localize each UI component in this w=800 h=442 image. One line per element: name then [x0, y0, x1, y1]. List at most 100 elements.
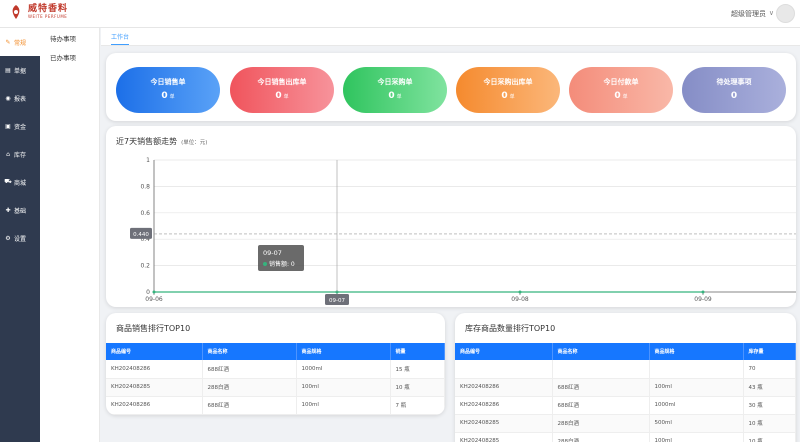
stock-ranking-card: 库存商品数量排行TOP10 商品编号 商品名称 商品规格 库存量 70 KH20…	[455, 313, 796, 442]
tooltip-series-marker	[263, 262, 267, 266]
logo[interactable]: 威特香料 WEITE PERFUME	[8, 4, 68, 20]
y-tick-label: 0.8	[140, 183, 150, 190]
sidebar-item-label: 常规	[14, 39, 27, 47]
data-point	[152, 290, 156, 294]
chart-unit: (单位：元)	[181, 140, 208, 146]
table-row[interactable]: KH202408286 688红酒 100ml 7 瓶	[106, 396, 445, 415]
submenu-item-done[interactable]: 已办事项	[50, 54, 76, 62]
sidebar-item-mall[interactable]: ⛟ 商城	[0, 168, 40, 196]
table-row[interactable]: KH202408286 688红酒 100ml 43 瓶	[455, 378, 796, 397]
column-header[interactable]: 商品名称	[202, 343, 297, 360]
stat-unit: 单	[283, 94, 289, 100]
stat-unit: 单	[622, 94, 628, 100]
column-header[interactable]: 商品名称	[552, 343, 650, 360]
report-icon: ◉	[5, 94, 11, 102]
sales-trend-chart[interactable]: 0 0.2 0.4 0.6 0.8 1 09-06 09-07 09-08 09-09 0.440 0…	[106, 126, 796, 307]
data-point	[518, 290, 522, 294]
stat-value: 0	[275, 91, 282, 101]
cell: 10 瓶	[390, 378, 445, 397]
cell: 288白酒	[552, 414, 650, 433]
column-header[interactable]: 商品编号	[106, 343, 203, 360]
data-point	[701, 290, 705, 294]
stat-label: 待处理事项	[716, 78, 752, 86]
cell: 100ml	[649, 378, 744, 397]
cell: 10 瓶	[743, 432, 796, 442]
column-header[interactable]: 商品规格	[649, 343, 744, 360]
stock-ranking-table: 商品编号 商品名称 商品规格 库存量 70 KH202408286 688红酒 …	[455, 343, 796, 442]
cart-icon: ⛟	[4, 178, 12, 185]
wallet-icon: ▣	[5, 122, 11, 130]
x-tick-label: 09-08	[511, 296, 529, 303]
submenu: 待办事项 已办事项	[40, 28, 100, 442]
sidebar-item-reports[interactable]: ◉ 报表	[0, 84, 40, 112]
tab-bar: 工作台	[101, 28, 800, 46]
table-row[interactable]: 70	[455, 360, 796, 379]
chart-title: 近7天销售额走势	[116, 137, 178, 146]
pencil-icon: ✎	[5, 38, 11, 46]
cell: KH202408285	[106, 378, 203, 397]
sidebar: ✎ 常规 ▤ 单据 ◉ 报表 ▣ 资金 ⌂ 库存 ⛟ 商城 ✚ 基础 ⚙ 设置	[0, 28, 40, 442]
chevron-down-icon[interactable]: ∨	[768, 9, 774, 17]
stat-label: 今日销售出库单	[257, 78, 307, 86]
cell: 1000ml	[296, 360, 391, 379]
column-header[interactable]: 销量	[390, 343, 445, 360]
table-row[interactable]: KH202408286 688红酒 1000ml 30 瓶	[455, 396, 796, 415]
sidebar-item-documents[interactable]: ▤ 单据	[0, 56, 40, 84]
sidebar-item-label: 商城	[14, 179, 27, 187]
table-row[interactable]: KH202408286 688红酒 1000ml 15 瓶	[106, 360, 445, 379]
cell: KH202408286	[455, 378, 553, 397]
cell	[455, 360, 553, 379]
table-row[interactable]: KH202408285 288白酒 100ml 10 瓶	[106, 378, 445, 397]
cell: 688红酒	[552, 396, 650, 415]
column-header[interactable]: 库存量	[743, 343, 796, 360]
cell: 7 瓶	[390, 396, 445, 415]
cell: KH202408285	[455, 432, 553, 442]
cell: 100ml	[649, 432, 744, 442]
stat-label: 今日采购单	[377, 78, 413, 86]
table-title: 商品销售排行TOP10	[116, 324, 191, 333]
table-row[interactable]: KH202408285 288白酒 100ml 10 瓶	[455, 432, 796, 442]
sidebar-item-label: 基础	[14, 207, 27, 215]
sales-ranking-table: 商品编号 商品名称 商品规格 销量 KH202408286 688红酒 1000…	[106, 343, 445, 415]
cell	[649, 360, 744, 379]
crosshair-x-label: 09-07	[329, 298, 345, 304]
crosshair-x-badge	[325, 294, 349, 305]
sidebar-item-basic[interactable]: ✚ 基础	[0, 196, 40, 224]
cell: KH202408285	[455, 414, 553, 433]
stat-pending-tasks[interactable]: 待处理事项 0	[682, 67, 786, 113]
sidebar-item-settings[interactable]: ⚙ 设置	[0, 224, 40, 252]
cell: 688红酒	[202, 396, 297, 415]
submenu-item-todo[interactable]: 待办事项	[50, 35, 76, 43]
cell	[552, 360, 650, 379]
table-title: 库存商品数量排行TOP10	[465, 324, 556, 333]
sidebar-item-label: 资金	[14, 123, 27, 131]
sidebar-item-inventory[interactable]: ⌂ 库存	[0, 140, 40, 168]
y-tick-label: 0.4	[140, 236, 150, 243]
cell: 500ml	[649, 414, 744, 433]
column-header[interactable]: 商品规格	[296, 343, 391, 360]
stat-unit: 单	[396, 94, 402, 100]
user-menu[interactable]: 超级管理员	[731, 10, 766, 18]
table-row[interactable]: KH202408285 288白酒 500ml 10 瓶	[455, 414, 796, 433]
cell: 70	[743, 360, 796, 379]
stat-value: 0	[388, 91, 395, 101]
stat-value: 0	[501, 91, 508, 101]
cell: 288白酒	[202, 378, 297, 397]
stat-value: 0	[161, 91, 168, 101]
cell: 288白酒	[552, 432, 650, 442]
sidebar-item-funds[interactable]: ▣ 资金	[0, 112, 40, 140]
logo-subtitle: WEITE PERFUME	[28, 14, 68, 19]
cell: 100ml	[296, 396, 391, 415]
crosshair-y-label: 0.440	[133, 232, 149, 238]
avatar[interactable]	[776, 4, 795, 23]
sidebar-item-general[interactable]: ✎ 常规	[0, 28, 40, 56]
column-header[interactable]: 商品编号	[455, 343, 553, 360]
document-icon: ▤	[5, 66, 11, 74]
tab-workbench[interactable]: 工作台	[111, 32, 130, 45]
cell: 688红酒	[202, 360, 297, 379]
